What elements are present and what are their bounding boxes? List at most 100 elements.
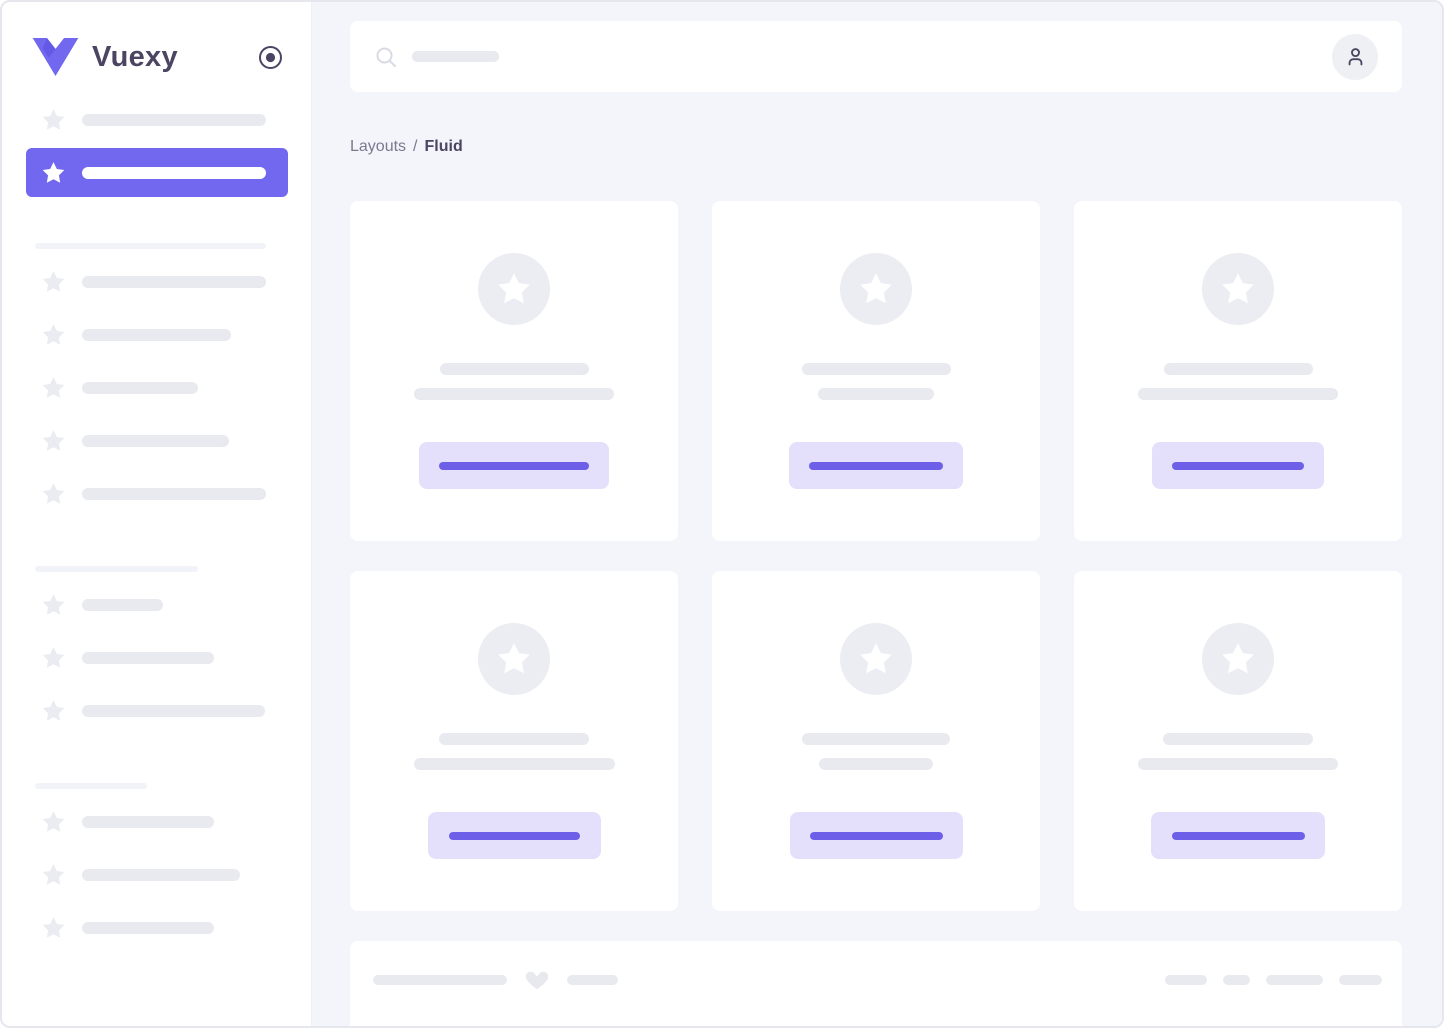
card-title-bar [801, 363, 951, 376]
content-card [350, 571, 678, 912]
sidebar-item[interactable] [2, 901, 311, 954]
nav-item-label-bar [82, 598, 163, 611]
nav-section-divider [35, 783, 147, 789]
card-button-label-bar [809, 461, 943, 470]
card-button-label-bar [1172, 461, 1304, 470]
content-card [712, 201, 1040, 542]
card-title-bar [1163, 733, 1313, 746]
content-card [1074, 571, 1402, 912]
card-title-bar [802, 733, 950, 746]
sidebar-nav [2, 93, 311, 954]
star-circle-icon [1202, 253, 1274, 326]
cards-grid [350, 201, 1402, 912]
brand-name: Vuexy [92, 40, 178, 73]
sidebar-item[interactable] [2, 467, 311, 520]
nav-item-label-bar [82, 487, 266, 500]
star-icon [40, 428, 67, 454]
footer-link-bar[interactable] [1339, 974, 1382, 985]
star-icon [40, 481, 67, 507]
card-title-bar [439, 363, 589, 376]
card-button-label-bar [809, 831, 943, 840]
star-icon [40, 269, 67, 295]
breadcrumb-section[interactable]: Layouts [350, 138, 407, 156]
nav-item-label-bar [82, 651, 214, 664]
breadcrumb-separator: / [413, 138, 418, 156]
search-input-placeholder-bar[interactable] [412, 51, 499, 63]
card-title-bar [1163, 363, 1313, 376]
user-avatar[interactable] [1332, 33, 1378, 80]
sidebar-item[interactable] [2, 795, 311, 848]
heart-icon [524, 967, 550, 992]
star-icon [40, 645, 67, 671]
card-button[interactable] [427, 812, 601, 860]
card-subtitle-bar [413, 758, 615, 771]
sidebar-item[interactable] [2, 93, 311, 146]
star-circle-icon [1202, 623, 1274, 696]
footer-link-bar[interactable] [1266, 974, 1323, 985]
star-circle-icon [478, 623, 550, 696]
footer-link-bar[interactable] [1165, 974, 1207, 985]
footer-left [373, 967, 618, 992]
nav-item-label-bar [82, 704, 265, 717]
sidebar-item[interactable] [2, 684, 311, 737]
card-button-label-bar [448, 831, 580, 840]
sidebar-item[interactable] [2, 414, 311, 467]
card-button[interactable] [789, 812, 963, 860]
star-icon [40, 862, 67, 888]
card-title-bar [439, 733, 589, 746]
sidebar: Vuexy [2, 2, 312, 1026]
star-icon [40, 160, 67, 186]
card-button-label-bar [1171, 831, 1305, 840]
sidebar-item-active[interactable] [26, 148, 288, 197]
card-subtitle-bar [1138, 758, 1338, 771]
sidebar-item[interactable] [2, 848, 311, 901]
nav-item-label-bar [82, 921, 214, 934]
sidebar-item[interactable] [2, 255, 311, 308]
nav-section-divider [35, 566, 198, 572]
breadcrumb-current: Fluid [424, 138, 463, 156]
sidebar-item[interactable] [2, 631, 311, 684]
star-icon [40, 107, 67, 133]
content-card [712, 571, 1040, 912]
footer-link-bar[interactable] [567, 974, 618, 985]
star-icon [40, 698, 67, 724]
main-area: Layouts / Fluid [312, 2, 1442, 1026]
nav-item-label-bar [82, 328, 231, 341]
card-button-label-bar [439, 461, 589, 470]
card-subtitle-bar [819, 758, 933, 771]
sidebar-item[interactable] [2, 308, 311, 361]
star-icon [40, 322, 67, 348]
card-button[interactable] [789, 442, 963, 490]
star-icon [40, 592, 67, 618]
card-button[interactable] [1152, 442, 1324, 490]
top-navbar [350, 21, 1402, 93]
nav-item-label-bar [82, 166, 266, 179]
star-circle-icon [840, 253, 912, 326]
footer-text-bar [373, 974, 507, 985]
sidebar-item[interactable] [2, 361, 311, 414]
vuexy-logo-icon [32, 38, 79, 76]
sidebar-item[interactable] [2, 578, 311, 631]
nav-section-divider [35, 243, 266, 249]
card-button[interactable] [419, 442, 609, 490]
sidebar-header: Vuexy [2, 38, 311, 76]
content-card [1074, 201, 1402, 542]
star-icon [40, 809, 67, 835]
content-card [350, 201, 678, 542]
nav-item-label-bar [82, 381, 198, 394]
nav-item-label-bar [82, 815, 214, 828]
breadcrumb: Layouts / Fluid [350, 138, 1402, 156]
card-button[interactable] [1151, 812, 1325, 860]
nav-item-label-bar [82, 434, 229, 447]
footer-links [1165, 974, 1382, 985]
nav-item-label-bar [82, 275, 266, 288]
nav-item-label-bar [82, 113, 266, 126]
search-icon[interactable] [374, 45, 398, 69]
footer-link-bar[interactable] [1223, 974, 1250, 985]
sidebar-pin-toggle-icon[interactable] [258, 45, 283, 70]
star-icon [40, 375, 67, 401]
star-icon [40, 915, 67, 941]
star-circle-icon [478, 253, 550, 326]
footer [350, 941, 1402, 1026]
